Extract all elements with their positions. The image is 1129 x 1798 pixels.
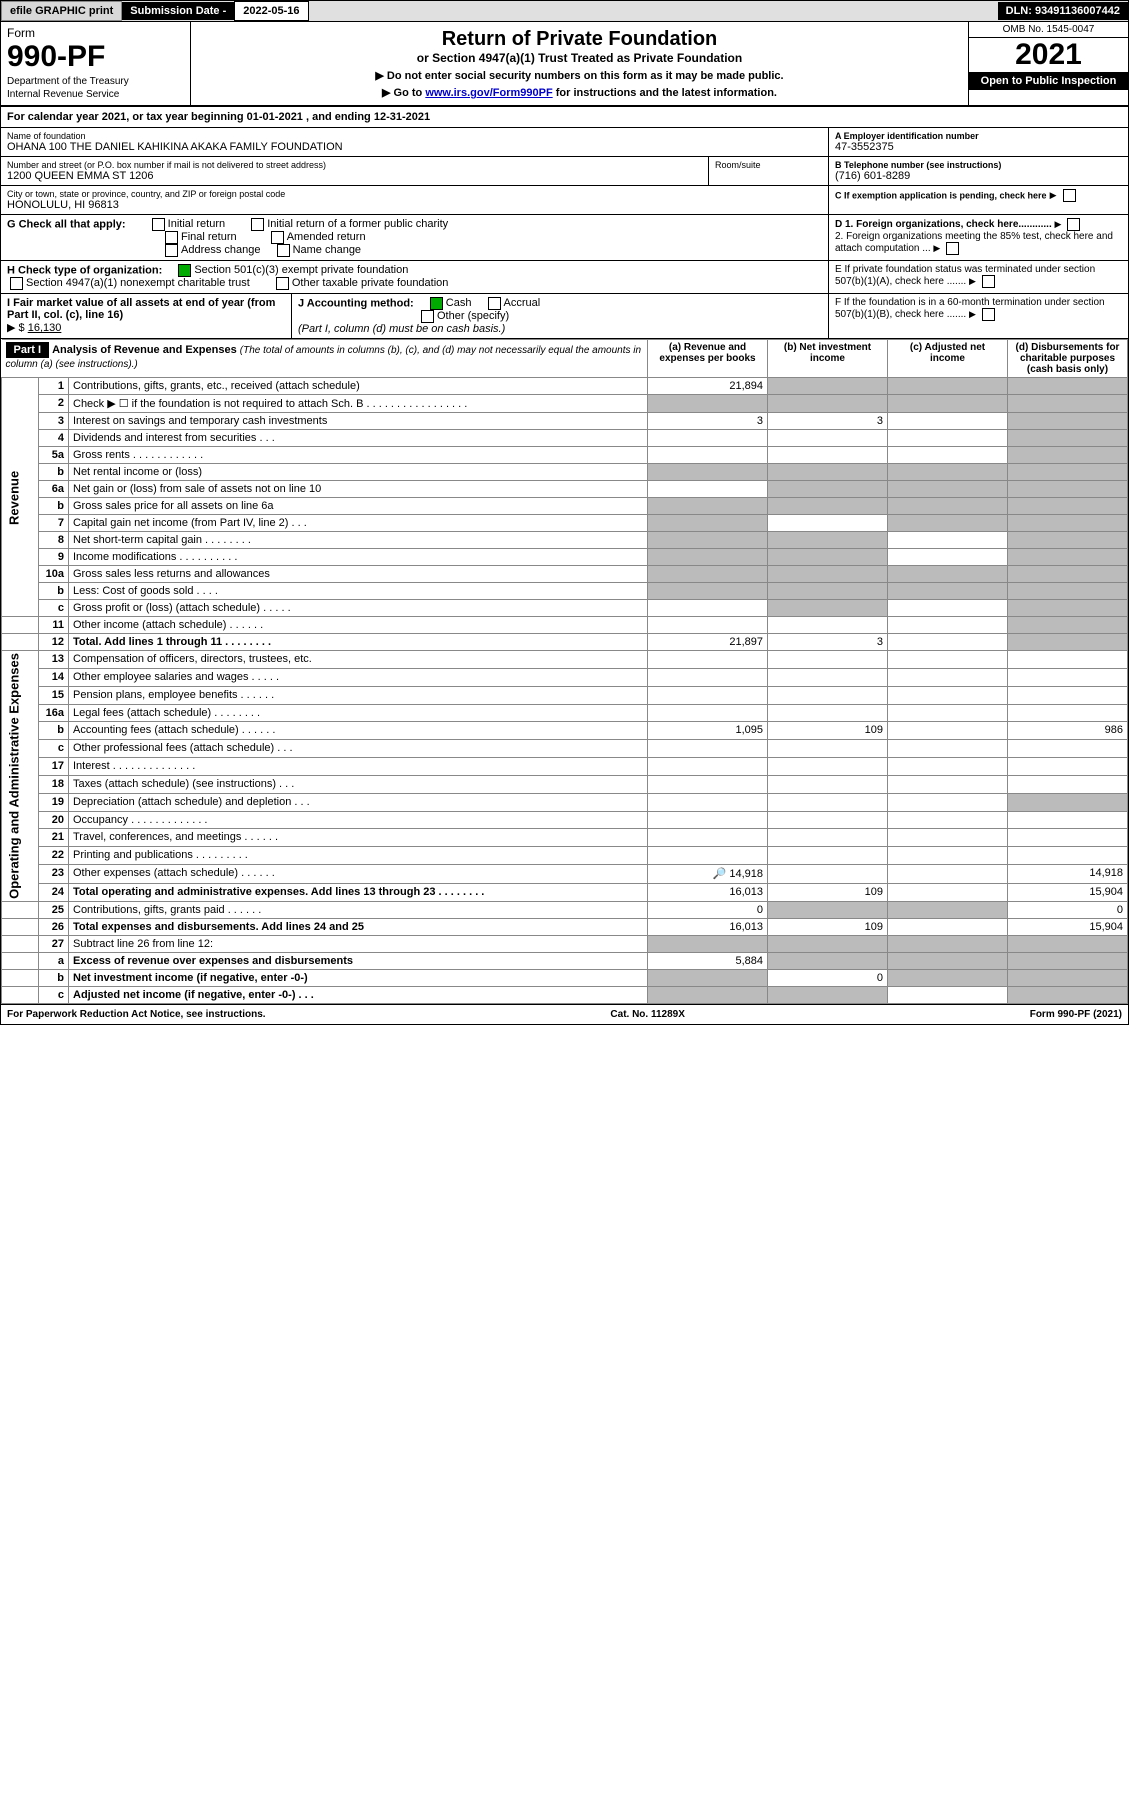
ssn-warning: ▶ Do not enter social security numbers o… [197, 69, 962, 82]
city-value: HONOLULU, HI 96813 [7, 199, 822, 211]
d1-checkbox[interactable] [1067, 218, 1080, 231]
g-final-return-checkbox[interactable] [165, 231, 178, 244]
col-d-header: (d) Disbursements for charitable purpose… [1008, 340, 1128, 378]
city-label: City or town, state or province, country… [7, 189, 822, 199]
form-label: Form [7, 26, 184, 40]
g-amended-checkbox[interactable] [271, 231, 284, 244]
ein-label: A Employer identification number [835, 131, 1122, 141]
tax-year: 2021 [969, 38, 1128, 72]
h-label: H Check type of organization: [7, 264, 162, 276]
form-subtitle: or Section 4947(a)(1) Trust Treated as P… [197, 51, 962, 65]
submission-date-label: Submission Date - [122, 2, 234, 20]
submission-date-value: 2022-05-16 [234, 1, 308, 21]
g-initial-return-checkbox[interactable] [152, 218, 165, 231]
g-initial-former-checkbox[interactable] [251, 218, 264, 231]
part1-label: Part I [6, 342, 50, 358]
room-label: Room/suite [715, 160, 822, 170]
dept-irs: Internal Revenue Service [7, 89, 184, 100]
form-title: Return of Private Foundation [197, 28, 962, 51]
foundation-name: OHANA 100 THE DANIEL KAHIKINA AKAKA FAMI… [7, 141, 822, 153]
foundation-name-label: Name of foundation [7, 131, 822, 141]
telephone-value: (716) 601-8289 [835, 170, 1122, 182]
attachment-icon[interactable]: 🔎 [713, 868, 727, 880]
irs-link[interactable]: www.irs.gov/Form990PF [425, 87, 552, 99]
d1-label: D 1. Foreign organizations, check here..… [835, 219, 1052, 230]
revenue-side-label: Revenue [2, 378, 39, 617]
j-cash-checkbox[interactable] [430, 297, 443, 310]
c-checkbox[interactable] [1063, 189, 1076, 202]
e-label: E If private foundation status was termi… [835, 264, 1095, 287]
telephone-label: B Telephone number (see instructions) [835, 160, 1122, 170]
dln-value: DLN: 93491136007442 [998, 2, 1128, 20]
form-id-footer: Form 990-PF (2021) [1030, 1009, 1122, 1020]
col-b-header: (b) Net investment income [768, 340, 888, 378]
c-exemption-label: C If exemption application is pending, c… [835, 190, 1047, 200]
expenses-side-label: Operating and Administrative Expenses [2, 651, 39, 902]
i-fmv-value: 16,130 [28, 322, 62, 334]
address-value: 1200 QUEEN EMMA ST 1206 [7, 170, 702, 182]
efile-print-button[interactable]: efile GRAPHIC print [1, 1, 122, 21]
open-to-public: Open to Public Inspection [969, 72, 1128, 90]
form-number: 990-PF [7, 40, 184, 74]
j-note: (Part I, column (d) must be on cash basi… [298, 323, 505, 335]
part1-title: Analysis of Revenue and Expenses [52, 344, 237, 356]
goto-note: ▶ Go to www.irs.gov/Form990PF for instru… [197, 86, 962, 99]
g-label: G Check all that apply: [7, 218, 126, 230]
ein-value: 47-3552375 [835, 141, 1122, 153]
dept-treasury: Department of the Treasury [7, 76, 184, 87]
col-c-header: (c) Adjusted net income [888, 340, 1008, 378]
f-checkbox[interactable] [982, 308, 995, 321]
g-address-change-checkbox[interactable] [165, 244, 178, 257]
col-a-header: (a) Revenue and expenses per books [648, 340, 768, 378]
calendar-year-line: For calendar year 2021, or tax year begi… [1, 107, 1128, 128]
i-label: I Fair market value of all assets at end… [7, 297, 275, 321]
h-other-taxable-checkbox[interactable] [276, 277, 289, 290]
paperwork-notice: For Paperwork Reduction Act Notice, see … [7, 1009, 266, 1020]
g-name-change-checkbox[interactable] [277, 244, 290, 257]
j-other-checkbox[interactable] [421, 310, 434, 323]
j-label: J Accounting method: [298, 297, 414, 309]
catalog-number: Cat. No. 11289X [610, 1009, 684, 1020]
h-4947-checkbox[interactable] [10, 277, 23, 290]
address-label: Number and street (or P.O. box number if… [7, 160, 702, 170]
d2-label: 2. Foreign organizations meeting the 85%… [835, 231, 1113, 254]
omb-number: OMB No. 1545-0047 [969, 22, 1128, 38]
h-501c3-checkbox[interactable] [178, 264, 191, 277]
e-checkbox[interactable] [982, 275, 995, 288]
d2-checkbox[interactable] [946, 242, 959, 255]
top-bar: efile GRAPHIC print Submission Date - 20… [1, 1, 1128, 22]
j-accrual-checkbox[interactable] [488, 297, 501, 310]
part1-table: Part I Analysis of Revenue and Expenses … [1, 339, 1128, 1004]
